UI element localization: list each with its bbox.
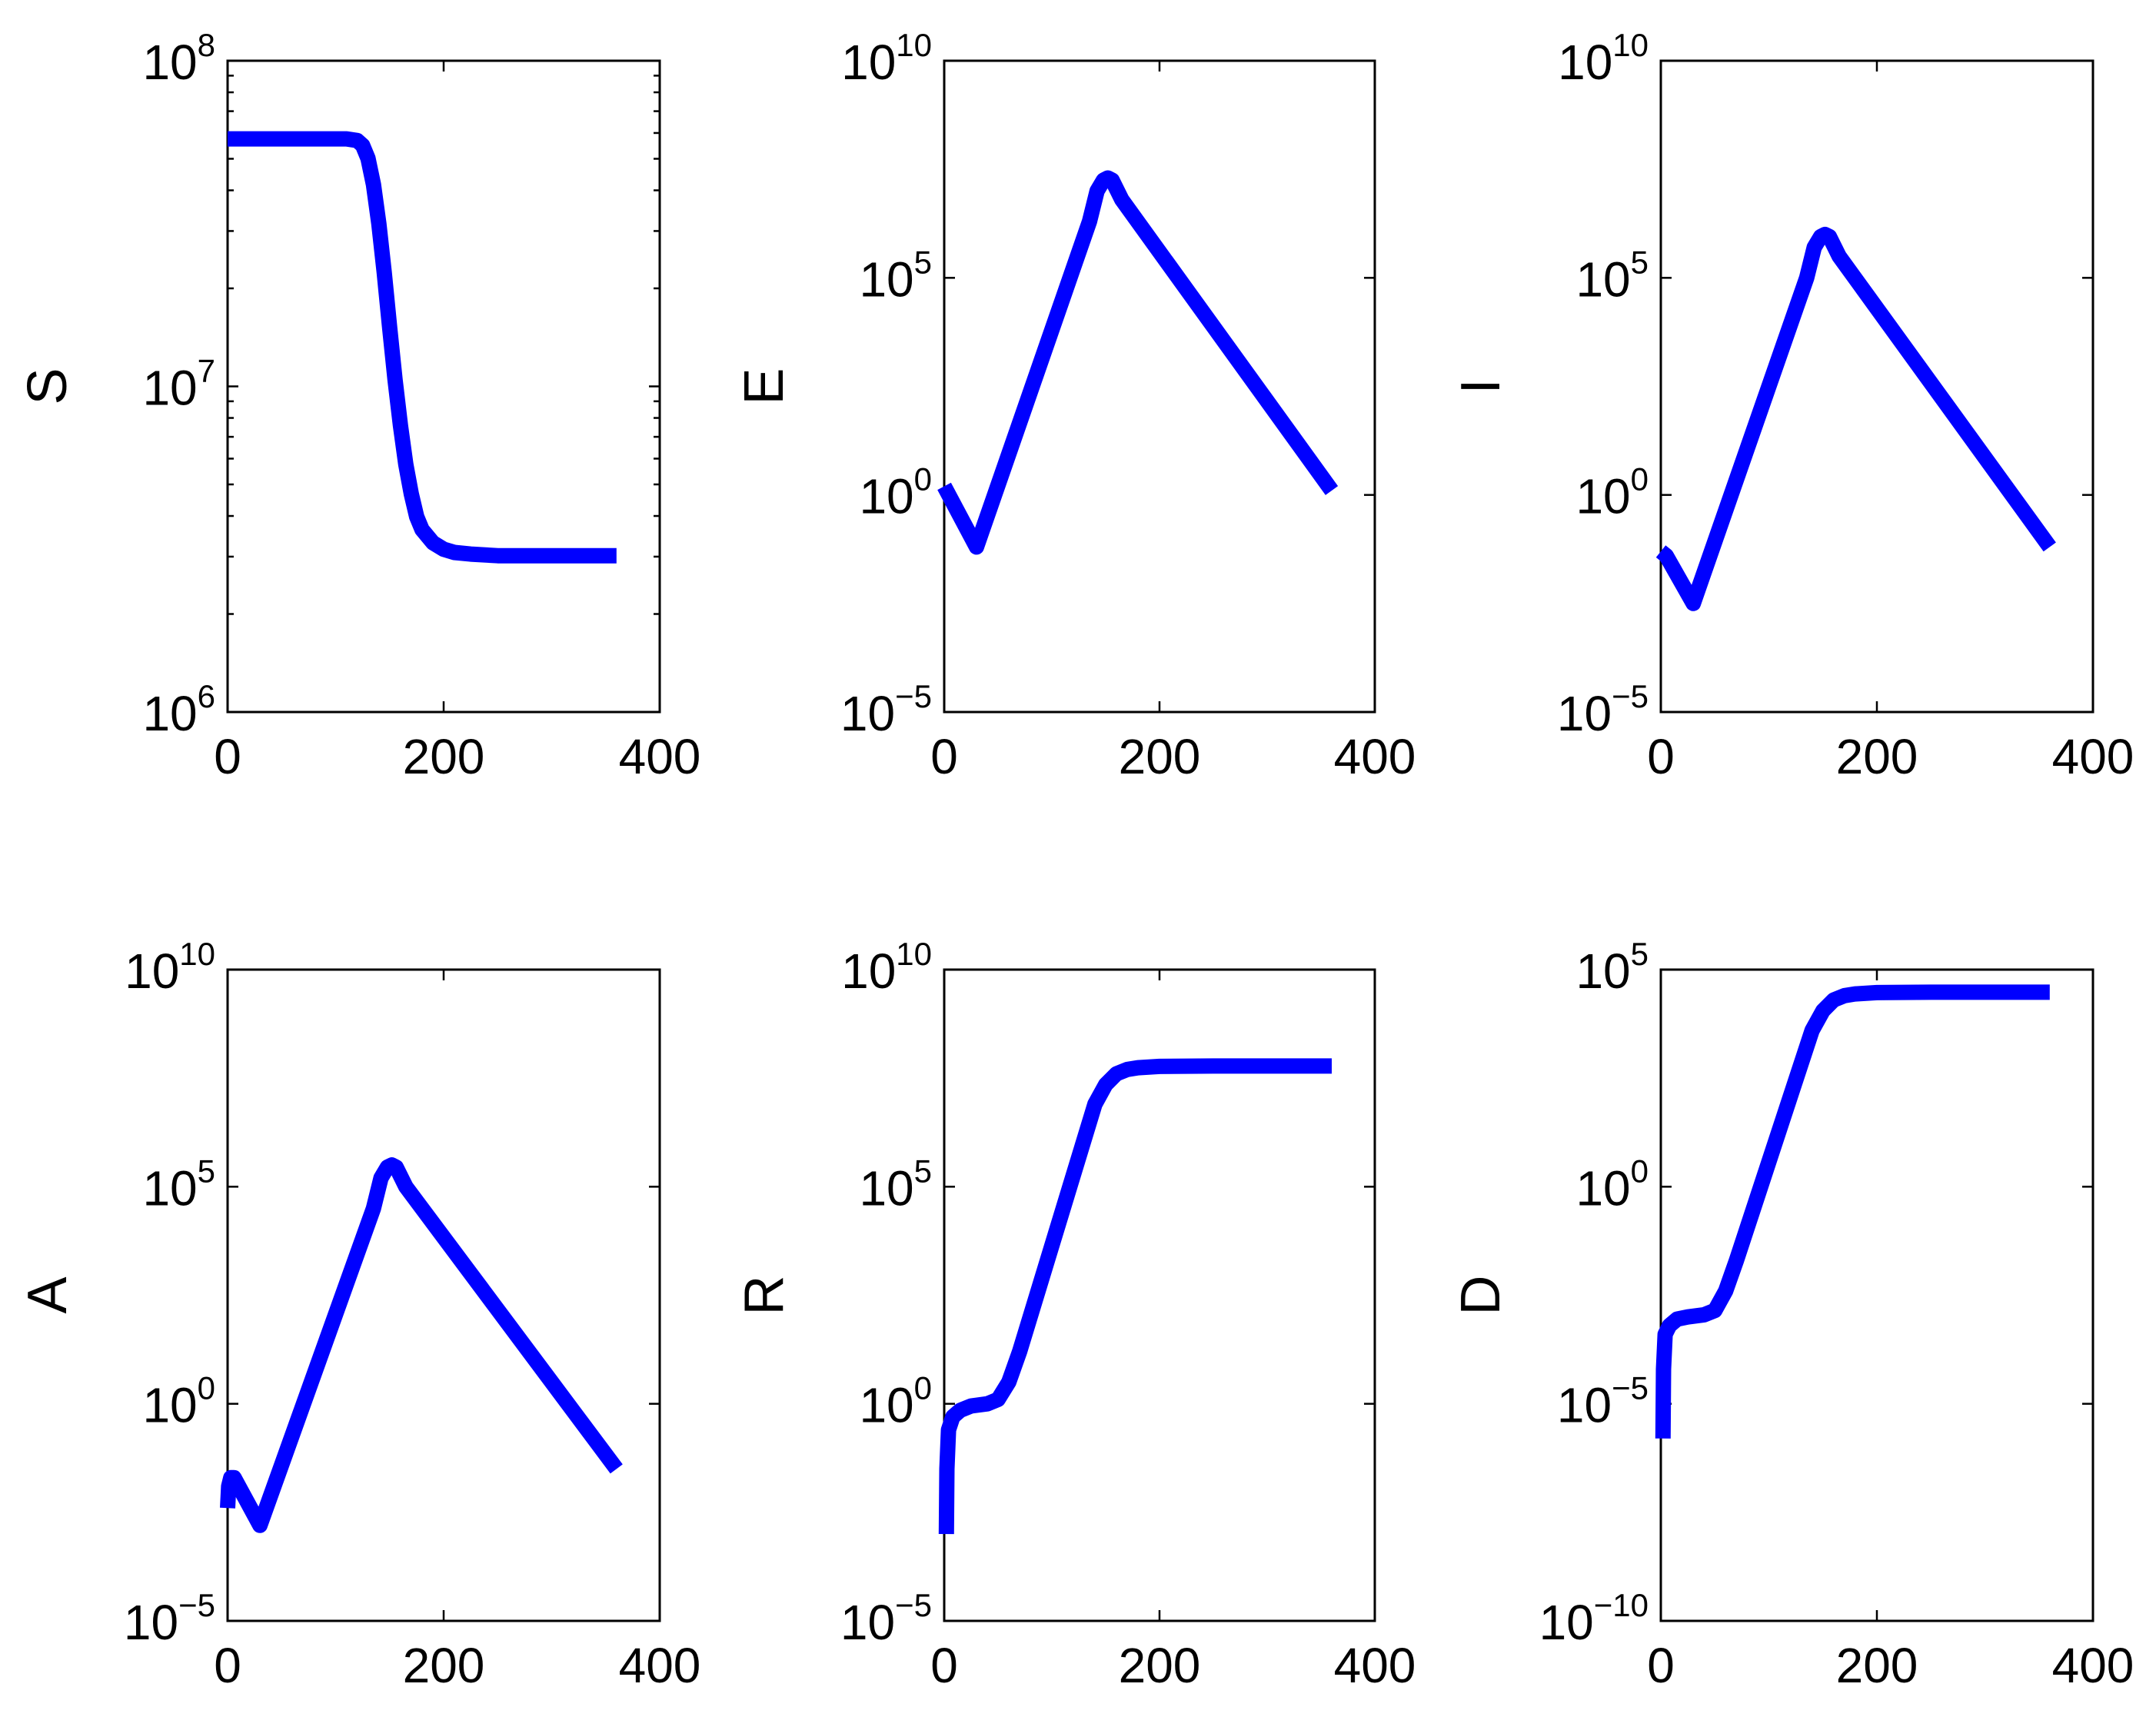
series-line-e	[937, 170, 1339, 555]
x-tick-label: 0	[930, 1638, 958, 1693]
subplot-a: 0 200 400 10−5 100 105 1010 A	[17, 936, 700, 1693]
x-tick-label: 200	[403, 1638, 485, 1693]
y-axis-label: I	[1450, 378, 1512, 394]
y-tick-label: 1010	[1558, 27, 1649, 90]
y-axis-label: S	[17, 368, 78, 404]
y-tick-label: 105	[859, 244, 932, 307]
x-tick-label: 200	[403, 729, 485, 784]
subplot-i: 0 200 400 10−5 100 105 1010 I	[1450, 27, 2134, 784]
axes-frame	[226, 968, 661, 1622]
y-tick-label: 106	[142, 678, 215, 741]
series-line-r	[938, 1058, 1332, 1535]
series-line-d	[1655, 984, 2050, 1439]
series-line-s	[228, 131, 617, 564]
series-line-i	[1655, 226, 2056, 611]
x-tick-label: 200	[1119, 729, 1201, 784]
y-tick-label: 10−5	[840, 678, 932, 741]
y-tick-label: 105	[859, 1153, 932, 1216]
y-tick-label: 1010	[841, 936, 932, 999]
subplot-s: 0 200 400 106 107 108 S	[17, 27, 700, 784]
axes-frame	[226, 59, 661, 714]
x-tick-label: 400	[1334, 1638, 1416, 1693]
x-tick-label: 0	[214, 729, 241, 784]
y-tick-label: 10−5	[124, 1587, 215, 1650]
x-tick-label: 400	[2052, 729, 2134, 784]
y-tick-label: 10−10	[1539, 1587, 1649, 1650]
x-tick-label: 400	[619, 729, 701, 784]
axes-frame	[1659, 59, 2094, 714]
subplot-e: 0 200 400 10−5 100 105 1010 E	[734, 27, 1416, 784]
x-tick-label: 0	[1647, 1638, 1675, 1693]
x-tick-label: 0	[1647, 729, 1675, 784]
x-tick-label: 200	[1836, 729, 1918, 784]
y-axis-label: R	[734, 1276, 795, 1316]
y-axis-label: E	[734, 368, 795, 404]
x-tick-label: 200	[1119, 1638, 1201, 1693]
x-tick-label: 0	[930, 729, 958, 784]
y-tick-label: 100	[1575, 1153, 1649, 1216]
y-tick-label: 100	[859, 1370, 932, 1433]
subplot-d: 0 200 400 10−10 10−5 100 105 D	[1450, 936, 2134, 1693]
y-tick-label: 1010	[125, 936, 215, 999]
y-tick-label: 10−5	[1557, 1370, 1649, 1433]
y-tick-label: 1010	[841, 27, 932, 90]
series-line-a	[220, 1157, 623, 1533]
y-tick-label: 105	[1575, 244, 1649, 307]
x-tick-label: 0	[214, 1638, 241, 1693]
y-tick-label: 107	[142, 353, 215, 416]
y-tick-label: 105	[142, 1153, 215, 1216]
y-tick-label: 10−5	[840, 1587, 932, 1650]
x-tick-label: 200	[1836, 1638, 1918, 1693]
axes-frame	[943, 59, 1376, 714]
y-tick-label: 10−5	[1557, 678, 1649, 741]
y-axis-label: D	[1450, 1276, 1512, 1316]
y-tick-label: 100	[142, 1370, 215, 1433]
subplot-r: 0 200 400 10−5 100 105 1010 R	[734, 936, 1416, 1693]
y-tick-label: 100	[1575, 461, 1649, 524]
y-tick-label: 108	[142, 27, 215, 90]
y-axis-label: A	[17, 1276, 78, 1313]
x-tick-label: 400	[2052, 1638, 2134, 1693]
y-tick-label: 100	[859, 461, 932, 524]
x-tick-label: 400	[619, 1638, 701, 1693]
x-tick-label: 400	[1334, 729, 1416, 784]
y-tick-label: 105	[1575, 936, 1649, 999]
